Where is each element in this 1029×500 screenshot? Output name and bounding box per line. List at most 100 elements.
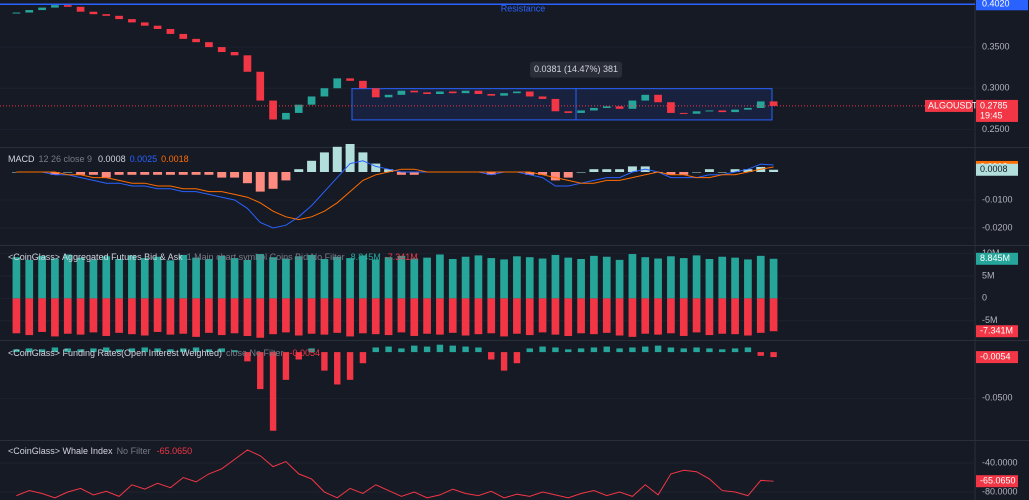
histogram-bar: [627, 166, 637, 172]
ask-bar: [641, 298, 650, 334]
ask-bar: [25, 298, 34, 336]
funding-bar: [231, 350, 238, 353]
candle: [410, 90, 419, 93]
candle: [654, 94, 662, 103]
bid-bar: [461, 256, 470, 299]
bid-bar: [615, 259, 624, 299]
bid-bar: [679, 258, 688, 299]
candle: [436, 91, 444, 94]
ask-bar: [179, 298, 188, 334]
bid-bar: [410, 258, 419, 299]
bid-bar: [525, 257, 534, 299]
ask-bar: [756, 298, 765, 333]
candle: [282, 112, 290, 120]
ask-bar: [192, 298, 200, 337]
bid-bar: [115, 258, 123, 299]
ask-bar: [51, 298, 59, 337]
candle: [590, 107, 598, 111]
ask-bar: [487, 298, 496, 334]
bid-bar: [89, 259, 98, 299]
ask-value: -7.341M: [385, 252, 418, 262]
ask-bar: [115, 298, 123, 333]
bid-bar: [12, 257, 21, 299]
bid-bar: [577, 258, 585, 299]
funding-bar: [449, 345, 456, 353]
funding-bar: [770, 352, 777, 358]
funding-bar: [642, 346, 649, 353]
candle: [51, 5, 59, 8]
funding-bar: [359, 352, 367, 364]
bid-bar: [320, 258, 329, 299]
candle: [128, 19, 136, 23]
histogram-bar: [538, 171, 548, 175]
histogram-bar: [371, 163, 381, 172]
bid-bar: [654, 258, 662, 299]
title: <CoinGlass> Whale Index: [8, 446, 113, 456]
candle: [320, 88, 329, 97]
ask-bar: [102, 298, 111, 336]
histogram-bar: [704, 169, 714, 172]
candle: [461, 90, 470, 94]
candle: [525, 91, 534, 97]
funding-bar: [539, 346, 546, 353]
histogram-bar: [396, 171, 406, 175]
signal-value: 0.0018: [161, 154, 189, 164]
last-price: 0.2785: [980, 100, 1008, 110]
y-tick-label: -0.0500: [982, 393, 1013, 403]
bid-bar: [140, 258, 149, 299]
candle: [153, 25, 162, 29]
ask-bar: [744, 298, 752, 336]
candle: [89, 11, 98, 15]
candle: [359, 80, 367, 89]
bid-bar: [500, 259, 508, 299]
candle: [102, 14, 111, 16]
ask-bar: [718, 298, 727, 334]
histogram-bar: [692, 171, 702, 173]
funding-bar: [398, 348, 405, 353]
histogram-bar: [717, 171, 727, 173]
ask-bar: [679, 298, 688, 336]
funding-bar: [552, 347, 559, 353]
ask-bar: [76, 298, 85, 335]
funding-bar: [26, 348, 33, 353]
ask-bar: [538, 298, 547, 333]
ask-bar: [320, 298, 329, 335]
funding-bar: [90, 348, 97, 353]
hist-value: 0.0008: [98, 154, 126, 164]
candle: [718, 110, 727, 113]
ask-bar: [38, 298, 46, 332]
candle: [628, 100, 637, 109]
histogram-bar: [153, 171, 163, 175]
bid-bar: [692, 255, 701, 299]
price-label: 8.845M: [980, 253, 1010, 263]
candle: [140, 22, 149, 26]
bid-bar: [25, 259, 34, 299]
candle: [243, 55, 252, 72]
ask-bar: [397, 298, 406, 333]
ask-bar: [602, 298, 611, 333]
funding-bar: [154, 348, 161, 353]
candle: [166, 28, 175, 34]
title: MACD: [8, 154, 35, 164]
candle: [538, 96, 547, 99]
bid-bar: [602, 256, 611, 299]
ask-bar: [769, 298, 778, 332]
bid-bar: [192, 257, 200, 299]
ask-bar: [140, 298, 149, 336]
candle: [602, 106, 611, 108]
funding-bar: [757, 352, 764, 356]
candle: [731, 109, 739, 113]
bid-bar: [76, 257, 85, 299]
ask-bar: [577, 298, 585, 334]
histogram-bar: [294, 169, 304, 172]
measure-label: 0.0381 (14.47%) 381: [534, 64, 618, 74]
y-tick-label: 0.3000: [982, 83, 1010, 93]
bid-bar: [179, 254, 188, 299]
funding-bar: [744, 347, 752, 353]
ask-bar: [525, 298, 534, 336]
ask-bar: [243, 298, 252, 336]
funding-bar: [616, 348, 623, 353]
bid-value: 8.845M: [351, 252, 381, 262]
histogram-bar: [140, 171, 150, 175]
funding-bar: [693, 347, 700, 353]
